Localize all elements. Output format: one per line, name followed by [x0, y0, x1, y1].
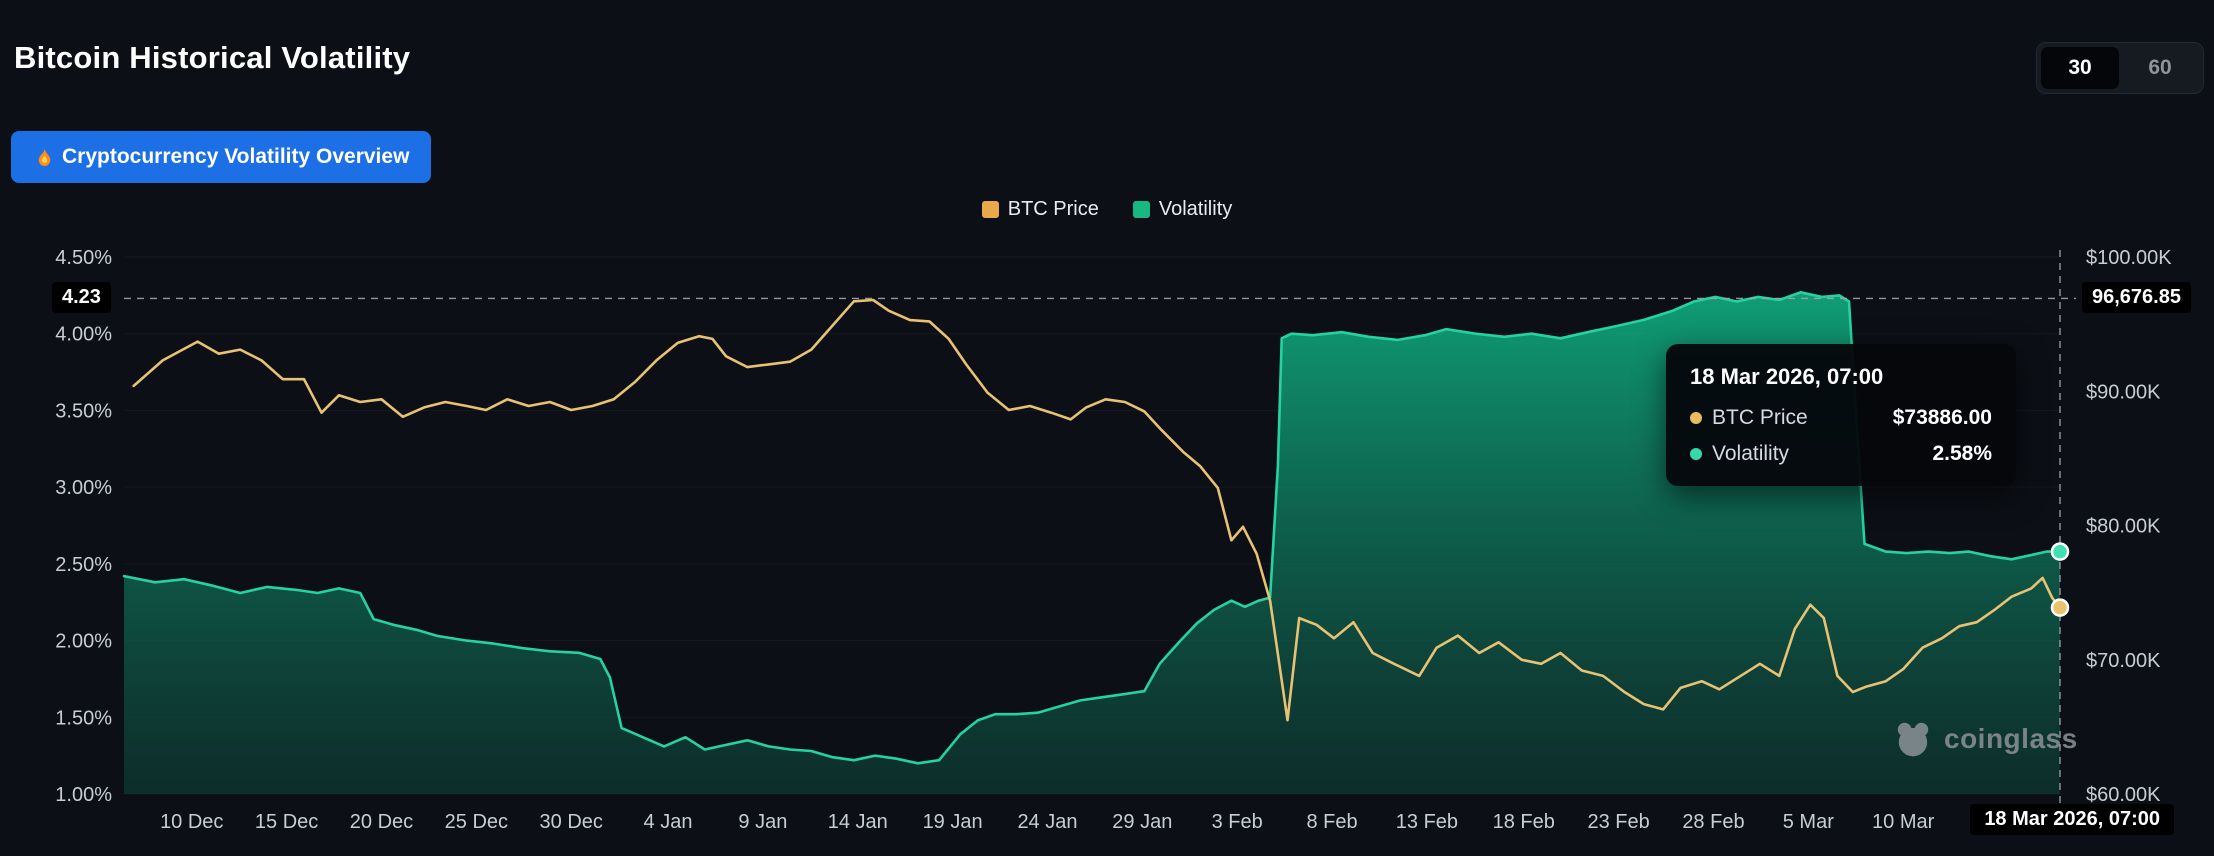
volatility-dot-icon [1690, 448, 1702, 460]
period-60-button[interactable]: 60 [2121, 47, 2199, 89]
tooltip-value-btc-price: $73886.00 [1892, 406, 1992, 429]
crosshair-right-badge: 96,676.85 [2082, 282, 2191, 314]
svg-text:3.50%: 3.50% [55, 400, 112, 422]
svg-text:14 Jan: 14 Jan [828, 811, 888, 833]
svg-text:20 Dec: 20 Dec [350, 811, 413, 833]
tooltip-value-volatility: 2.58% [1932, 442, 1992, 465]
svg-text:4.50%: 4.50% [55, 247, 112, 269]
legend-item-btc-price[interactable]: BTC Price [981, 197, 1099, 221]
svg-text:29 Jan: 29 Jan [1112, 811, 1172, 833]
legend-label-volatility: Volatility [1158, 197, 1233, 220]
legend-item-volatility[interactable]: Volatility [1132, 197, 1233, 221]
tooltip-label-btc-price: BTC Price [1712, 406, 1808, 429]
svg-text:$70.00K: $70.00K [2086, 650, 2161, 672]
legend-label-btc-price: BTC Price [1007, 197, 1099, 220]
period-toggle: 30 60 [2036, 42, 2204, 94]
svg-text:8 Feb: 8 Feb [1306, 811, 1357, 833]
svg-text:23 Feb: 23 Feb [1587, 811, 1649, 833]
svg-text:4.00%: 4.00% [55, 324, 112, 346]
coinglass-logo-icon [1897, 722, 1929, 757]
svg-text:1.50%: 1.50% [55, 707, 112, 729]
svg-text:13 Feb: 13 Feb [1396, 811, 1458, 833]
svg-text:$100.00K: $100.00K [2086, 247, 2172, 269]
crosshair-left-badge: 4.23 [52, 282, 111, 314]
tooltip-row-volatility: Volatility 2.58% [1690, 442, 1992, 466]
svg-text:10 Mar: 10 Mar [1872, 811, 1935, 833]
btc-price-dot-icon [1690, 412, 1702, 424]
btc-price-swatch-icon [981, 200, 999, 218]
fire-icon [33, 146, 56, 169]
svg-text:30 Dec: 30 Dec [540, 811, 603, 833]
volatility-swatch-icon [1132, 200, 1150, 218]
svg-text:3.00%: 3.00% [55, 477, 112, 499]
coinglass-watermark: coinglass [1892, 718, 2078, 760]
coinglass-text: coinglass [1944, 723, 2078, 754]
svg-text:24 Jan: 24 Jan [1017, 811, 1077, 833]
tooltip-row-btc-price: BTC Price $73886.00 [1690, 406, 1992, 430]
svg-text:3 Feb: 3 Feb [1212, 811, 1263, 833]
svg-text:5 Mar: 5 Mar [1783, 811, 1834, 833]
svg-text:28 Feb: 28 Feb [1682, 811, 1744, 833]
svg-text:10 Dec: 10 Dec [160, 811, 223, 833]
svg-text:$90.00K: $90.00K [2086, 381, 2161, 403]
overview-button-label: Cryptocurrency Volatility Overview [62, 145, 410, 168]
svg-text:1.00%: 1.00% [55, 784, 112, 806]
svg-text:18 Feb: 18 Feb [1493, 811, 1555, 833]
svg-text:15 Dec: 15 Dec [255, 811, 318, 833]
crosshair-date-badge: 18 Mar 2026, 07:00 [1970, 804, 2174, 835]
period-30-button[interactable]: 30 [2041, 47, 2119, 89]
volatility-overview-button[interactable]: Cryptocurrency Volatility Overview [11, 131, 432, 183]
svg-text:19 Jan: 19 Jan [923, 811, 983, 833]
svg-text:$60.00K: $60.00K [2086, 784, 2161, 806]
svg-text:2.50%: 2.50% [55, 554, 112, 576]
svg-text:2.00%: 2.00% [55, 631, 112, 653]
chart-legend: BTC Price Volatility [0, 196, 2214, 222]
chart-tooltip: 18 Mar 2026, 07:00 BTC Price $73886.00 V… [1666, 344, 2016, 486]
page-title: Bitcoin Historical Volatility [14, 40, 411, 75]
svg-text:25 Dec: 25 Dec [445, 811, 508, 833]
tooltip-date: 18 Mar 2026, 07:00 [1690, 364, 1884, 389]
tooltip-label-volatility: Volatility [1712, 442, 1790, 465]
svg-text:4 Jan: 4 Jan [644, 811, 693, 833]
svg-text:$80.00K: $80.00K [2086, 516, 2161, 538]
svg-text:9 Jan: 9 Jan [738, 811, 787, 833]
